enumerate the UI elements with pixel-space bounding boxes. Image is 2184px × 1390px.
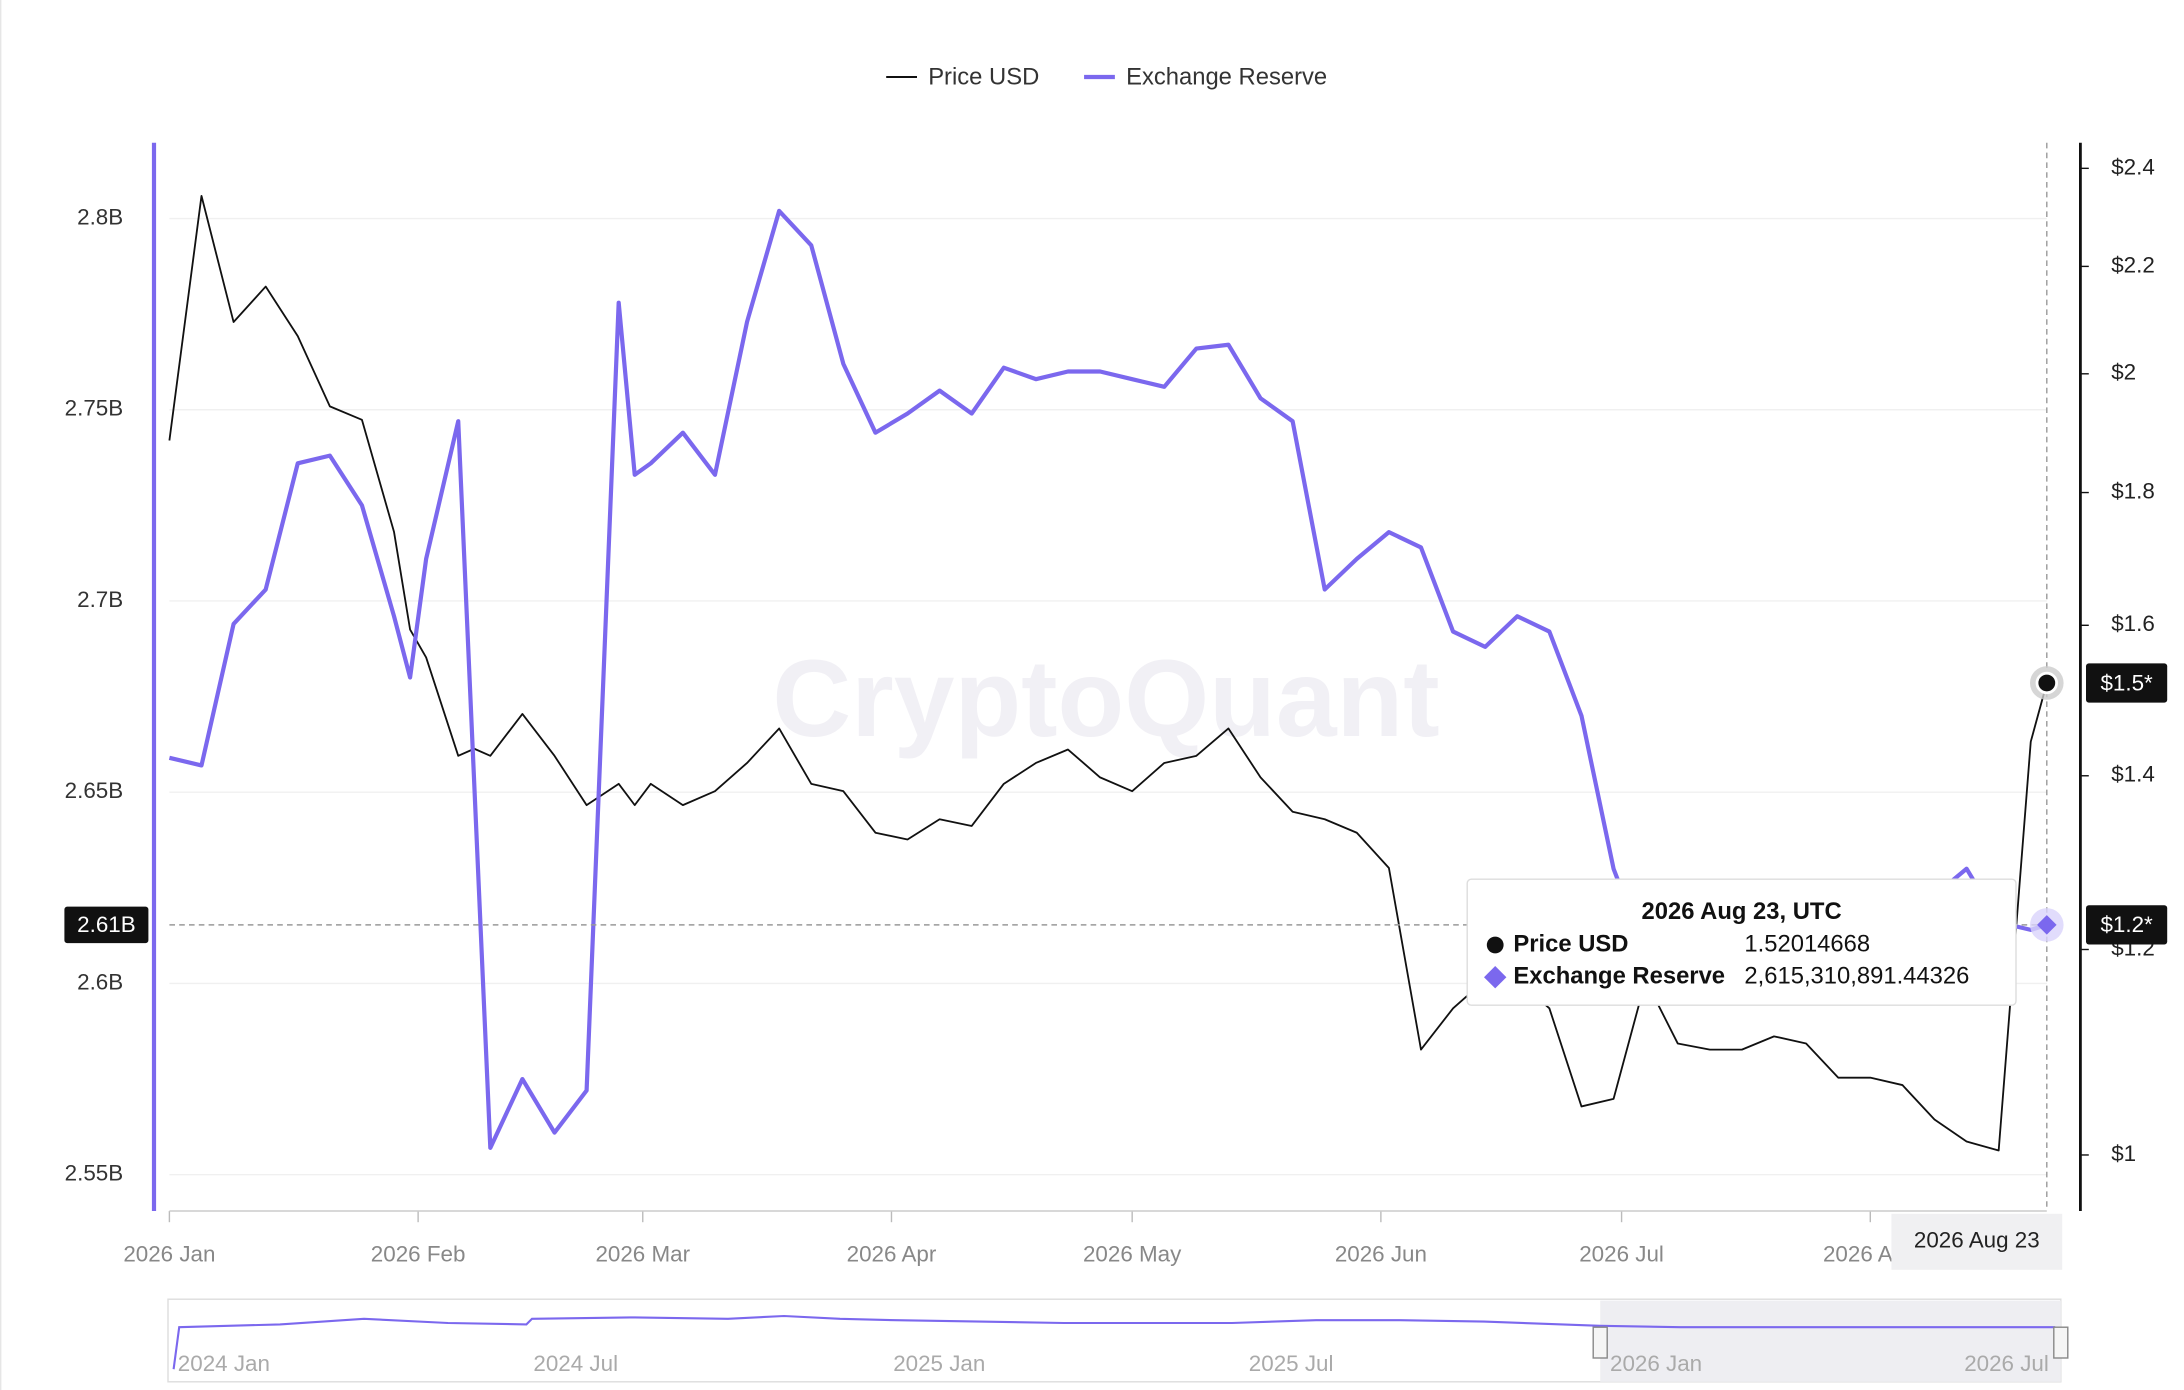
y-tick-label: 2.55B	[65, 1161, 124, 1186]
tooltip-series-name: Exchange Reserve	[1513, 962, 1725, 989]
grid: 2.55B2.6B2.65B2.7B2.75B2.8B$1$1.2$1.4$1.…	[65, 154, 2155, 1266]
crosshair: 2.61B $1.5* $1.2* 2026 Aug 23	[64, 142, 2168, 1270]
crosshair-label-box	[2086, 663, 2168, 703]
x-tick-label: 2026 Jun	[1335, 1242, 1427, 1267]
crosshair-label: $1.2*	[2100, 912, 2153, 937]
legend: Price USD Exchange Reserve	[886, 64, 1327, 91]
y2-tick-label: $2	[2111, 360, 2136, 385]
tooltip: 2026 Aug 23, UTC Price USD 1.52014668 Ex…	[1466, 878, 2017, 1006]
crosshair-label: 2.61B	[77, 912, 136, 937]
navigator: 2024 Jan 2024 Jul 2025 Jan 2025 Jul 2026 Jan…	[167, 1298, 2069, 1383]
tooltip-box	[1466, 878, 2017, 1006]
y-tick-label: 2.6B	[77, 969, 123, 994]
legend-label: Exchange Reserve	[1126, 64, 1327, 91]
navigator-handle[interactable]	[2053, 1326, 2069, 1359]
navigator-label: 2025 Jan	[893, 1351, 985, 1376]
y2-tick-label: $2.4	[2111, 154, 2155, 179]
x-tick-label: 2026 Mar	[595, 1242, 690, 1267]
x-tick-label: 2026 Apr	[847, 1242, 937, 1267]
y2-tick-label: $1.6	[2111, 611, 2155, 636]
crosshair-label-box	[2086, 905, 2168, 945]
crosshair-label-box	[1891, 1213, 2063, 1270]
hover-marker	[2035, 671, 2058, 695]
navigator-line	[172, 1314, 2056, 1370]
navigator-selection	[1600, 1300, 2061, 1382]
tooltip-title: 2026 Aug 23, UTC	[1642, 898, 1842, 925]
x-tick-label: 2026 Jul	[1579, 1242, 1664, 1267]
crosshair-label: $1.5*	[2100, 670, 2153, 695]
series-line	[168, 194, 2048, 1152]
tooltip-series-name: Price USD	[1513, 930, 1628, 957]
y-tick-label: 2.8B	[77, 204, 123, 229]
x-tick-label: 2026 Feb	[371, 1242, 466, 1267]
navigator-label: 2024 Jan	[178, 1351, 270, 1376]
y-tick-label: 2.7B	[77, 587, 123, 612]
y2-tick-label: $1	[2111, 1141, 2136, 1166]
crosshair-label: 2026 Aug 23	[1914, 1228, 2040, 1253]
navigator-label: 2026 Jul	[1964, 1351, 2049, 1376]
navigator-label: 2026 Jan	[1610, 1351, 1702, 1376]
tooltip-marker	[1484, 966, 1507, 989]
y2-tick-label: $1.8	[2111, 478, 2155, 503]
navigator-handle[interactable]	[1592, 1326, 1608, 1359]
legend-label: Price USD	[928, 64, 1039, 91]
navigator-labels: 2024 Jan 2024 Jul 2025 Jan 2025 Jul 2026 Jan…	[178, 1351, 2049, 1376]
crosshair-label-box	[64, 906, 149, 944]
x-tick-label: 2026 Jan	[123, 1242, 215, 1267]
navigator-label: 2025 Jul	[1249, 1351, 1334, 1376]
navigator-label: 2024 Jul	[533, 1351, 618, 1376]
y2-tick-label: $2.2	[2111, 252, 2155, 277]
tooltip-value: 1.52014668	[1744, 930, 1870, 957]
watermark: CryptoQuant	[772, 638, 1439, 760]
y-tick-label: 2.65B	[65, 778, 124, 803]
y2-tick-label: $1.4	[2111, 762, 2155, 787]
tooltip-value: 2,615,310,891.44326	[1744, 962, 1969, 989]
y-tick-label: 2.75B	[65, 396, 124, 421]
x-tick-label: 2026 May	[1083, 1242, 1182, 1267]
tooltip-marker	[1486, 936, 1504, 954]
